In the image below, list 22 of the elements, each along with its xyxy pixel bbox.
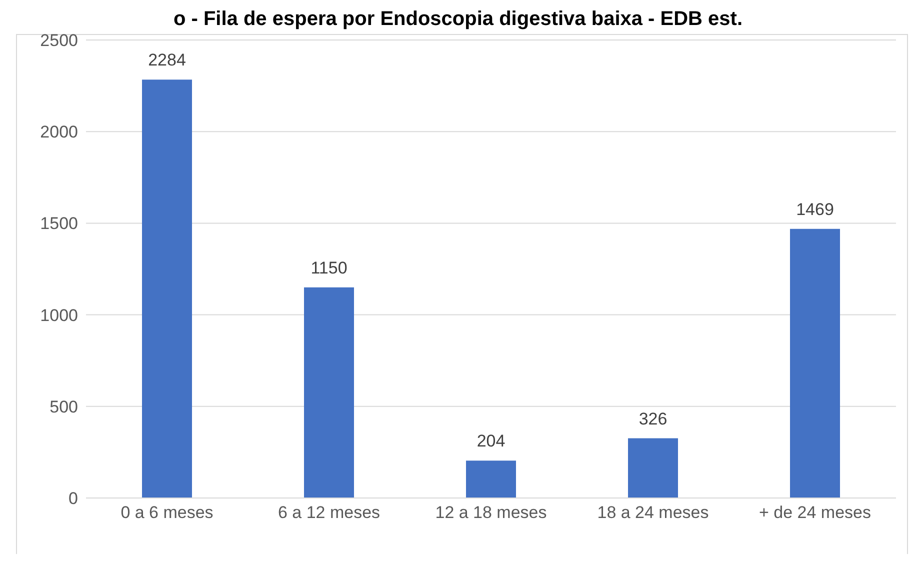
y-tick-label: 500 <box>50 397 78 416</box>
x-tick-label: 0 a 6 meses <box>120 503 214 522</box>
y-tick-label: 0 <box>68 489 78 508</box>
chart-title: o - Fila de espera por Endoscopia digestiva baixa - EDB est. <box>172 8 744 31</box>
bar <box>142 80 192 498</box>
x-tick-label: 18 a 24 meses <box>597 503 709 522</box>
y-tick-label: 1500 <box>40 214 78 234</box>
bar <box>790 228 840 498</box>
y-tick-label: 2000 <box>40 122 78 142</box>
data-label: 326 <box>638 409 668 428</box>
y-tick-label: 1000 <box>40 306 78 325</box>
data-label: 204 <box>476 432 506 451</box>
data-label: 2284 <box>148 50 186 70</box>
data-label: 1469 <box>796 200 834 219</box>
data-label: 1150 <box>310 258 348 278</box>
bar <box>628 438 678 498</box>
y-tick-label: 2500 <box>40 31 78 50</box>
x-tick-label: 12 a 18 meses <box>435 503 547 522</box>
x-tick-label: + de 24 meses <box>759 503 871 522</box>
x-tick-label: 6 a 12 meses <box>278 503 380 522</box>
bar <box>304 287 354 498</box>
bar <box>466 460 516 498</box>
